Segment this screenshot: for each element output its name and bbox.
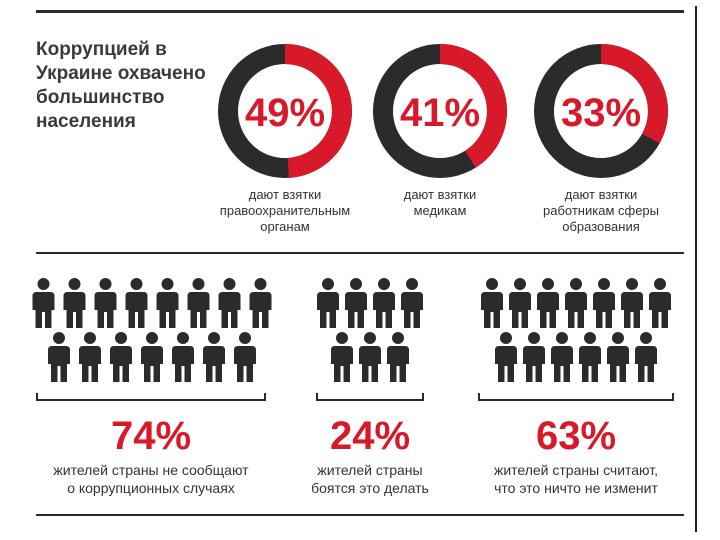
caption-line: медикам — [413, 203, 467, 218]
person-icon — [317, 278, 339, 328]
donut-percent-label: 33% — [561, 91, 641, 135]
person-icon — [187, 278, 210, 328]
percent-afraid: 24% — [329, 414, 411, 458]
bracket-pointless — [478, 393, 674, 401]
percent-no-report: 74% — [110, 414, 192, 458]
donut-arc — [534, 44, 668, 178]
person-icon — [551, 332, 573, 382]
person-icon — [495, 332, 517, 382]
person-icon — [481, 278, 503, 328]
person-icon — [63, 278, 86, 328]
person-icon — [523, 332, 545, 382]
person-icon — [373, 278, 395, 328]
person-icon — [387, 332, 409, 382]
desc-line: жителей страны не сообщают — [53, 462, 249, 478]
caption-line: работникам сферы — [543, 203, 659, 218]
person-icon — [156, 278, 179, 328]
donut-chart-education: 33% — [532, 42, 670, 180]
donut-caption-medics: дают взятки медикам — [370, 187, 510, 219]
person-icon — [110, 332, 132, 382]
donut-percent-label: 41% — [400, 91, 480, 135]
desc-no-report: жителей страны не сообщают о коррупционн… — [26, 461, 276, 497]
person-icon — [218, 278, 241, 328]
top-rule — [36, 10, 684, 13]
person-icon — [48, 332, 70, 382]
caption-line: органам — [260, 219, 310, 234]
desc-line: что это ничто не изменит — [494, 480, 658, 496]
right-edge-line — [695, 6, 697, 532]
person-icon — [172, 332, 194, 382]
caption-line: правоохранительным — [219, 203, 351, 218]
donut-arc — [218, 44, 352, 178]
desc-line: боятся это делать — [311, 480, 429, 496]
caption-line: образования — [562, 219, 640, 234]
desc-pointless: жителей страны считают, что это ничто не… — [468, 461, 684, 497]
person-icon — [537, 278, 559, 328]
person-icon — [79, 332, 101, 382]
donut-chart-police: 49% — [216, 42, 354, 180]
people-group-afraid — [317, 278, 423, 382]
person-icon — [401, 278, 423, 328]
person-icon — [94, 278, 117, 328]
bracket-no-report — [36, 393, 266, 401]
person-icon — [649, 278, 671, 328]
caption-line: дают взятки — [403, 187, 477, 202]
infographic-title: Коррупцией в Украине охвачено большинств… — [36, 39, 206, 132]
donut-chart-medics: 41% — [371, 42, 509, 180]
person-icon — [203, 332, 225, 382]
person-icon — [635, 332, 657, 382]
person-icon — [509, 278, 531, 328]
person-icon — [249, 278, 272, 328]
caption-line: дают взятки — [248, 187, 322, 202]
person-icon — [359, 332, 381, 382]
person-icon — [593, 278, 615, 328]
middle-rule — [36, 252, 684, 254]
person-icon — [579, 332, 601, 382]
person-icon — [141, 332, 163, 382]
person-icon — [621, 278, 643, 328]
desc-line: о коррупционных случаях — [67, 480, 235, 496]
bottom-rule — [36, 514, 684, 516]
people-group-pointless — [481, 278, 671, 382]
donut-caption-education: дают взятки работникам сферы образования — [520, 187, 682, 235]
person-icon — [331, 332, 353, 382]
desc-afraid: жителей страны боятся это делать — [295, 461, 445, 497]
person-icon — [125, 278, 148, 328]
donut-percent-label: 49% — [245, 91, 325, 135]
person-icon — [345, 278, 367, 328]
desc-line: жителей страны — [317, 462, 423, 478]
percent-pointless: 63% — [535, 414, 617, 458]
person-icon — [234, 332, 256, 382]
person-icon — [607, 332, 629, 382]
donut-arc — [373, 44, 507, 178]
desc-line: жителей страны считают, — [493, 462, 659, 478]
person-icon — [32, 278, 55, 328]
bracket-afraid — [316, 393, 424, 401]
caption-line: дают взятки — [564, 187, 638, 202]
person-icon — [565, 278, 587, 328]
people-group-no-report — [32, 278, 272, 382]
donut-caption-police: дают взятки правоохранительным органам — [196, 187, 374, 235]
